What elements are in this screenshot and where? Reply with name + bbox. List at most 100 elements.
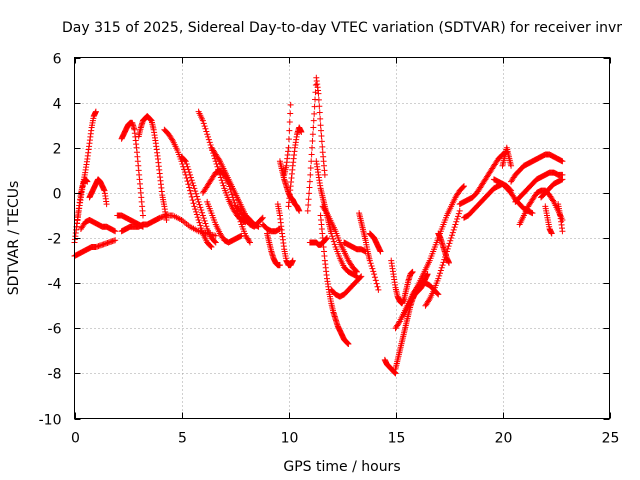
data-point: [112, 228, 119, 235]
data-point: [199, 117, 206, 124]
data-point: [195, 216, 202, 223]
data-point: [220, 182, 227, 189]
data-point: [192, 206, 199, 213]
series-arc5: [86, 176, 110, 208]
data-point: [194, 196, 201, 203]
data-point: [353, 267, 360, 274]
data-point: [307, 171, 314, 178]
data-point: [456, 207, 463, 214]
data-point: [307, 165, 314, 172]
series-arc26: [313, 158, 360, 280]
data-point: [205, 136, 212, 143]
data-point: [305, 196, 312, 203]
data-point: [285, 136, 292, 143]
data-point: [231, 199, 238, 206]
data-point: [188, 177, 195, 184]
data-point: [191, 203, 198, 210]
data-point: [186, 169, 193, 176]
data-point: [193, 208, 200, 215]
data-point: [448, 232, 455, 239]
data-point: [309, 144, 316, 151]
data-point: [204, 131, 211, 138]
series-arc15: [204, 198, 245, 246]
data-point: [246, 239, 253, 246]
data-point: [189, 179, 196, 186]
series-arc8: [118, 119, 146, 219]
data-point: [200, 215, 207, 222]
data-point: [453, 218, 460, 225]
data-point: [185, 166, 192, 173]
data-point: [193, 211, 200, 218]
data-point: [203, 128, 210, 135]
data-point: [321, 171, 328, 178]
series-arc37: [422, 207, 463, 309]
grid-lines: [74, 57, 610, 419]
data-point: [187, 190, 194, 197]
series-arc48: [499, 144, 515, 169]
data-point: [437, 267, 444, 274]
x-tick-label: 0: [71, 431, 80, 447]
x-tick-label: 5: [178, 431, 187, 447]
data-point: [323, 208, 330, 215]
data-point: [188, 193, 195, 200]
series-arc17: [259, 221, 283, 235]
data-point: [559, 158, 566, 165]
data-point: [395, 319, 402, 326]
data-point: [448, 235, 455, 241]
data-point: [508, 162, 515, 169]
data-point: [310, 117, 317, 124]
data-point: [286, 127, 293, 134]
data-point: [298, 128, 305, 135]
data-point: [373, 280, 380, 287]
data-point: [287, 110, 294, 117]
data-point: [330, 238, 337, 245]
data-point: [206, 139, 213, 146]
data-point: [201, 123, 208, 130]
data-point: [425, 297, 432, 304]
data-point: [318, 133, 325, 140]
series-arc47: [555, 201, 566, 235]
data-point: [218, 177, 225, 184]
data-point: [191, 185, 198, 192]
data-point: [194, 214, 201, 221]
data-point: [358, 273, 365, 280]
series-arc30: [356, 210, 382, 293]
data-point: [447, 237, 454, 244]
data-point: [213, 160, 220, 167]
data-point: [197, 222, 204, 229]
data-point: [353, 268, 360, 275]
data-point: [276, 262, 283, 269]
data-point: [450, 226, 457, 233]
data-point: [550, 197, 557, 204]
axes: 0 5 10 15 20 25 -10 -8 -6 -4 -2 0 2 4 6: [39, 52, 620, 447]
series-arc38: [435, 230, 452, 266]
data-point: [184, 163, 191, 170]
data-point: [296, 207, 303, 214]
data-point: [285, 144, 292, 151]
x-tick-label: 20: [495, 431, 513, 447]
data-point: [199, 209, 206, 216]
data-point: [366, 257, 373, 264]
x-tick-label: 25: [602, 431, 620, 447]
data-point: [460, 184, 467, 191]
data-point: [454, 216, 461, 223]
series-arc46: [542, 203, 555, 237]
data-point: [287, 101, 294, 108]
data-point: [230, 197, 237, 204]
data-point: [328, 230, 335, 237]
series-arc23: [304, 74, 328, 214]
data-point: [377, 248, 384, 255]
data-point: [308, 151, 315, 158]
data-point: [84, 178, 91, 185]
data-point: [548, 230, 555, 237]
data-point: [211, 238, 218, 245]
y-tick-label: -8: [48, 367, 62, 383]
data-point: [184, 178, 191, 185]
data-point: [195, 198, 202, 205]
data-point: [200, 120, 207, 127]
data-point: [446, 240, 453, 247]
data-point: [318, 127, 325, 134]
data-point: [216, 156, 223, 163]
data-point: [238, 232, 245, 239]
data-point: [246, 238, 253, 245]
